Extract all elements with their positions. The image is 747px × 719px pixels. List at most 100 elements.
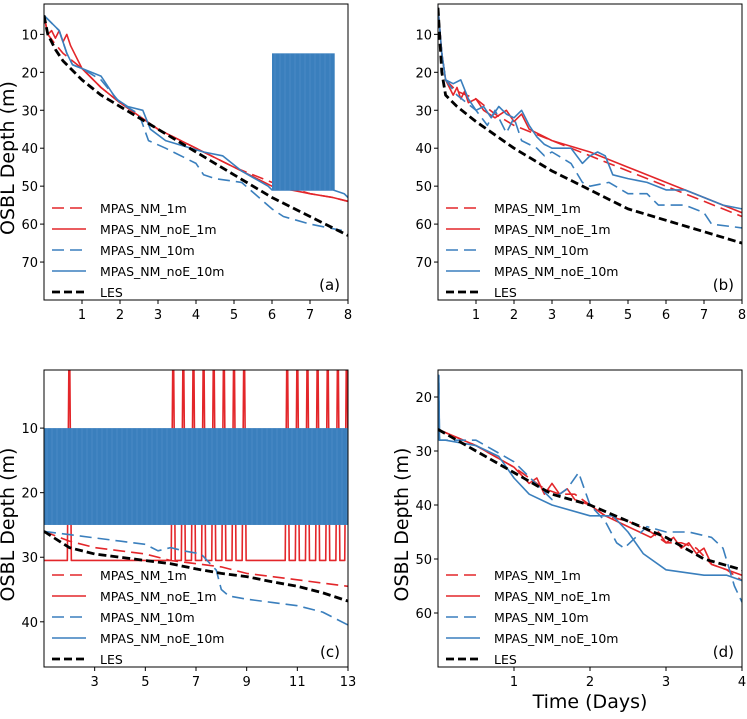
legend-label: MPAS_NM_noE_1m bbox=[494, 222, 611, 237]
x-tick-label: 1 bbox=[510, 675, 518, 690]
x-tick-label: 2 bbox=[586, 675, 594, 690]
legend: MPAS_NM_1m MPAS_NM_noE_1m MPAS_NM_10m MPAS_… bbox=[446, 201, 618, 300]
legend-label: MPAS_NM_noE_1m bbox=[494, 589, 611, 604]
y-tick-label: 20 bbox=[21, 487, 38, 502]
legend: MPAS_NM_1m MPAS_NM_noE_1m MPAS_NM_10m MPAS_… bbox=[52, 568, 224, 667]
legend-label: MPAS_NM_noE_10m bbox=[100, 631, 224, 646]
y-tick-label: 20 bbox=[415, 66, 432, 81]
legend-label: MPAS_NM_10m bbox=[494, 610, 589, 625]
y-tick-label: 10 bbox=[21, 422, 38, 437]
x-tick-label: 2 bbox=[510, 308, 518, 323]
legend-label: MPAS_NM_10m bbox=[100, 610, 195, 625]
x-tick-label: 3 bbox=[91, 675, 99, 690]
series-mpas-nm-noe-1m bbox=[438, 7, 742, 214]
y-tick-label: 40 bbox=[415, 142, 432, 157]
series-mpas-nm-noe-10m bbox=[438, 374, 742, 582]
series-les bbox=[438, 428, 742, 572]
legend-label: MPAS_NM_noE_10m bbox=[494, 264, 618, 279]
y-tick-label: 40 bbox=[415, 499, 432, 514]
y-tick-label: 50 bbox=[415, 180, 432, 195]
y-tick-label: 40 bbox=[21, 616, 38, 631]
legend-label: LES bbox=[494, 285, 517, 300]
y-axis-label: OSBL Depth (m) bbox=[0, 448, 19, 602]
band-fill bbox=[272, 53, 335, 190]
y-tick-label: 30 bbox=[21, 104, 38, 119]
x-tick-label: 1 bbox=[472, 308, 480, 323]
x-tick-label: 2 bbox=[116, 308, 124, 323]
y-tick-label: 40 bbox=[21, 142, 38, 157]
y-tick-label: 20 bbox=[21, 66, 38, 81]
x-tick-label: 4 bbox=[738, 675, 746, 690]
legend-label: MPAS_NM_10m bbox=[494, 243, 589, 258]
legend-label: MPAS_NM_1m bbox=[100, 201, 187, 216]
series-mpas-nm-noe-10m bbox=[438, 7, 742, 210]
y-tick-label: 50 bbox=[21, 180, 38, 195]
x-tick-label: 9 bbox=[243, 675, 251, 690]
legend-label: MPAS_NM_noE_1m bbox=[100, 222, 217, 237]
y-tick-label: 10 bbox=[21, 28, 38, 43]
legend-label: MPAS_NM_1m bbox=[494, 568, 581, 583]
legend-label: LES bbox=[100, 285, 123, 300]
y-tick-label: 60 bbox=[21, 218, 38, 233]
plot-area bbox=[44, 370, 348, 626]
band-fill bbox=[44, 428, 348, 525]
y-axis-label: OSBL Depth (m) bbox=[391, 448, 413, 602]
legend-label: LES bbox=[100, 652, 123, 667]
y-tick-label: 30 bbox=[415, 104, 432, 119]
series-mpas-nm-1m bbox=[438, 7, 742, 218]
series-mpas-nm-noe-10m-oscillation bbox=[44, 428, 348, 525]
x-tick-label: 5 bbox=[141, 675, 149, 690]
panel-label: (a) bbox=[319, 276, 340, 294]
legend-label: MPAS_NM_noE_10m bbox=[100, 264, 224, 279]
y-axis-label: OSBL Depth (m) bbox=[0, 81, 19, 235]
x-tick-label: 8 bbox=[344, 308, 352, 323]
axes-frame bbox=[437, 369, 743, 668]
panel-label: (d) bbox=[713, 643, 734, 661]
x-tick-label: 3 bbox=[548, 308, 556, 323]
legend: MPAS_NM_1m MPAS_NM_noE_1m MPAS_NM_10m MPAS_… bbox=[52, 201, 224, 300]
legend-label: MPAS_NM_1m bbox=[100, 568, 187, 583]
x-tick-label: 13 bbox=[340, 675, 357, 690]
y-tick-label: 10 bbox=[415, 28, 432, 43]
y-tick-label: 50 bbox=[415, 553, 432, 568]
series-mpas-nm-noe-1m bbox=[44, 370, 348, 562]
series-les bbox=[44, 15, 348, 237]
plot-area bbox=[438, 7, 742, 245]
x-tick-label: 3 bbox=[662, 675, 670, 690]
x-tick-label: 4 bbox=[192, 308, 200, 323]
x-tick-label: 6 bbox=[268, 308, 276, 323]
y-tick-label: 30 bbox=[415, 445, 432, 460]
x-tick-label: 3 bbox=[154, 308, 162, 323]
x-tick-label: 7 bbox=[306, 308, 314, 323]
series-mpas-nm-noe-10m-oscillation bbox=[272, 53, 335, 190]
x-tick-label: 1 bbox=[78, 308, 86, 323]
x-tick-label: 6 bbox=[662, 308, 670, 323]
x-tick-label: 4 bbox=[586, 308, 594, 323]
plot-area bbox=[44, 14, 348, 237]
plot-area bbox=[438, 374, 742, 603]
legend-label: MPAS_NM_1m bbox=[494, 201, 581, 216]
x-axis-label: Time (Days) bbox=[532, 691, 648, 713]
series-les bbox=[438, 7, 742, 245]
x-tick-label: 5 bbox=[624, 308, 632, 323]
y-tick-label: 20 bbox=[415, 391, 432, 406]
panel-label: (b) bbox=[713, 276, 734, 294]
legend: MPAS_NM_1m MPAS_NM_noE_1m MPAS_NM_10m MPAS_… bbox=[446, 568, 618, 667]
legend-label: MPAS_NM_noE_10m bbox=[494, 631, 618, 646]
x-tick-label: 11 bbox=[289, 675, 306, 690]
series-mpas-nm-1m bbox=[44, 530, 348, 588]
y-tick-label: 60 bbox=[415, 607, 432, 622]
x-tick-label: 8 bbox=[738, 308, 746, 323]
series-les bbox=[44, 530, 348, 603]
legend-label: MPAS_NM_noE_1m bbox=[100, 589, 217, 604]
y-tick-label: 30 bbox=[21, 551, 38, 566]
legend-label: MPAS_NM_10m bbox=[100, 243, 195, 258]
y-tick-label: 70 bbox=[21, 256, 38, 271]
series-mpas-nm-10m bbox=[438, 374, 742, 603]
panel-b: 1 2 3 4 5 6 7 810203040506070MPAS_NM_1mMPAS_NM_… bbox=[415, 3, 746, 323]
legend-label: LES bbox=[494, 652, 517, 667]
panel-label: (c) bbox=[320, 643, 340, 661]
